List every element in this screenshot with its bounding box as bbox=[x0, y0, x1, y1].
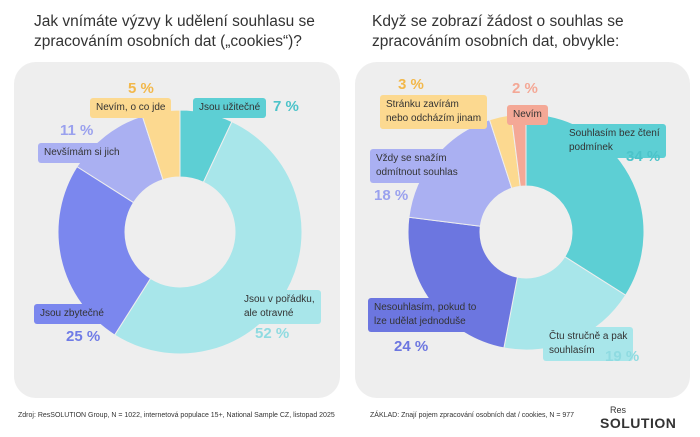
logo-bottom: SOLUTION bbox=[600, 415, 677, 431]
value-label: 2 % bbox=[512, 80, 538, 97]
category-label: Nevím bbox=[507, 105, 548, 125]
value-label: 24 % bbox=[394, 338, 429, 355]
value-label: 3 % bbox=[398, 76, 424, 93]
category-label: Nevím, o co jde bbox=[90, 98, 172, 118]
value-label: 34 % bbox=[626, 148, 661, 165]
value-label: 25 % bbox=[66, 328, 101, 345]
base-note: ZÁKLAD: Znají pojem zpracování osobních … bbox=[370, 412, 575, 419]
category-label: Nesouhlasím, pokud to lze udělat jednodu… bbox=[368, 298, 483, 332]
donut-segment bbox=[503, 255, 627, 351]
category-label: Nevšímám si jich bbox=[38, 143, 126, 163]
category-label: Souhlasím bez čtení podmínek bbox=[563, 124, 666, 158]
category-label: Stránku zavírám nebo odcházím jinam bbox=[380, 95, 488, 129]
chart-title: Jak vnímáte výzvy k udělení souhlasu se … bbox=[34, 13, 315, 50]
logo-top: Res bbox=[610, 405, 627, 415]
value-label: 19 % bbox=[605, 348, 640, 365]
category-label: Jsou užitečné bbox=[193, 98, 267, 118]
value-label: 11 % bbox=[60, 122, 94, 139]
category-label: Čtu stručně a pak souhlasím bbox=[543, 327, 634, 361]
source-note: Zdroj: ResSOLUTION Group, N = 1022, inte… bbox=[18, 412, 335, 419]
donut-segment bbox=[57, 165, 152, 336]
value-label: 18 % bbox=[374, 187, 409, 204]
category-label: Jsou zbytečné bbox=[34, 304, 110, 324]
category-label: Jsou v pořádku, ale otravné bbox=[238, 290, 321, 324]
category-label: Vždy se snažím odmítnout souhlas bbox=[370, 149, 464, 183]
value-label: 7 % bbox=[273, 98, 299, 115]
value-label: 52 % bbox=[255, 325, 290, 342]
value-label: 5 % bbox=[128, 80, 154, 97]
chart-title: Když se zobrazí žádost o souhlas se zpra… bbox=[372, 13, 624, 50]
